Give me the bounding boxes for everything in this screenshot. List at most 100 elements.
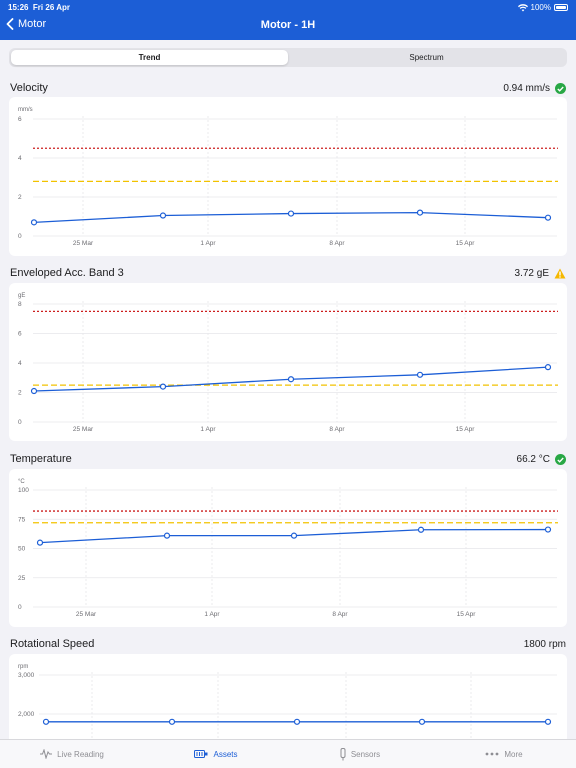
temperature-title: Temperature <box>10 453 72 465</box>
tab-spectrum[interactable]: Spectrum <box>409 53 444 62</box>
tab-live-reading[interactable]: Live Reading <box>0 740 144 768</box>
data-point <box>544 364 552 371</box>
chevron-left-icon <box>6 18 14 30</box>
enveloped-chart-card: gE 8 6 4 2 0 25 Mar 1 Apr 8 Apr 15 Apr <box>9 283 567 441</box>
x-tick-label: 25 Mar <box>73 240 94 247</box>
data-point <box>418 718 426 725</box>
data-point <box>290 532 298 539</box>
x-tick-label: 8 Apr <box>329 426 345 433</box>
temperature-chart-card: °C 100 75 50 25 0 25 Mar 1 Apr 8 Apr 15 Apr <box>9 469 567 627</box>
tab-sensors[interactable]: Sensors <box>288 740 432 768</box>
temperature-chart: °C 100 75 50 25 0 25 Mar 1 Apr 8 Apr 15 Apr <box>18 479 558 618</box>
data-point <box>416 209 424 216</box>
battery-icon <box>554 4 568 11</box>
x-tick-label: 25 Mar <box>76 611 97 618</box>
status-time: 15:26 Fri 26 Apr <box>8 3 70 12</box>
more-dots-icon <box>485 752 499 756</box>
data-point <box>36 539 44 546</box>
data-point <box>287 210 295 217</box>
y-tick-label: 50 <box>18 546 26 553</box>
x-tick-label: 15 Apr <box>456 426 476 433</box>
data-point <box>42 718 50 725</box>
tab-trend[interactable]: Trend <box>11 50 288 65</box>
rotational-chart: rpm 3,000 2,000 <box>18 664 557 744</box>
x-tick-label: 1 Apr <box>204 611 220 618</box>
data-point <box>168 718 176 725</box>
y-tick-label: 4 <box>18 360 22 367</box>
y-tick-label: 0 <box>18 604 22 611</box>
enveloped-title: Enveloped Acc. Band 3 <box>10 267 124 279</box>
tab-sensors-label: Sensors <box>350 749 381 759</box>
velocity-title: Velocity <box>10 82 48 94</box>
data-point <box>163 532 171 539</box>
y-tick-label: 100 <box>18 487 29 494</box>
data-point <box>159 212 167 219</box>
y-tick-label: 8 <box>18 301 22 308</box>
y-tick-label: 3,000 <box>18 672 35 679</box>
tab-assets[interactable]: Assets <box>144 740 288 768</box>
bottom-tab-bar: Live Reading Assets Sensors More <box>0 739 576 768</box>
tab-more[interactable]: More <box>432 740 576 768</box>
velocity-value: 0.94 mm/s <box>503 83 550 94</box>
back-button[interactable]: Motor <box>6 18 46 30</box>
enveloped-value: 3.72 gE <box>514 268 549 279</box>
warning-triangle-icon <box>554 268 566 279</box>
data-point <box>159 383 167 390</box>
data-point <box>544 526 552 533</box>
y-axis-unit: mm/s <box>18 107 33 113</box>
tab-more-label: More <box>504 749 523 759</box>
y-tick-label: 2 <box>18 194 22 201</box>
data-point <box>417 526 425 533</box>
check-circle-icon <box>555 454 566 465</box>
x-tick-label: 15 Apr <box>456 240 476 247</box>
back-label: Motor <box>18 18 47 30</box>
velocity-value-group: 0.94 mm/s <box>503 83 566 94</box>
velocity-chart-card: mm/s 6 4 2 0 25 Mar 1 Apr 8 Apr 15 Apr <box>9 97 567 256</box>
assets-icon <box>194 750 208 758</box>
wifi-icon <box>517 3 528 11</box>
temperature-value-group: 66.2 °C <box>517 454 566 465</box>
data-point <box>287 376 295 383</box>
waveform-icon <box>40 749 53 759</box>
sensor-icon <box>340 747 346 760</box>
enveloped-value-group: 3.72 gE <box>515 268 566 279</box>
y-tick-label: 4 <box>18 155 22 162</box>
data-point <box>544 214 552 221</box>
tab-assets-label: Assets <box>213 749 238 759</box>
data-point <box>30 387 38 395</box>
y-tick-label: 2,000 <box>18 711 35 718</box>
x-tick-label: 8 Apr <box>329 240 345 247</box>
rotational-value: 1800 rpm <box>523 639 566 650</box>
y-tick-label: 25 <box>18 575 26 582</box>
data-point <box>30 219 38 226</box>
y-tick-label: 75 <box>18 516 26 523</box>
x-tick-label: 15 Apr <box>457 611 477 618</box>
view-segmented-control: Trend Spectrum <box>9 48 567 67</box>
y-tick-label: 6 <box>18 331 22 338</box>
y-tick-label: 0 <box>18 233 22 240</box>
x-tick-label: 1 Apr <box>200 240 216 247</box>
temperature-value: 66.2 °C <box>516 454 550 465</box>
y-axis-unit: °C <box>18 479 25 485</box>
battery-percent: 100% <box>530 3 551 12</box>
rotational-title: Rotational Speed <box>10 638 95 650</box>
tab-live-reading-label: Live Reading <box>57 749 104 759</box>
x-tick-label: 8 Apr <box>332 611 348 618</box>
enveloped-chart: gE 8 6 4 2 0 25 Mar 1 Apr 8 Apr 15 Apr <box>18 293 558 433</box>
y-tick-label: 6 <box>18 116 22 123</box>
velocity-chart: mm/s 6 4 2 0 25 Mar 1 Apr 8 Apr 15 Apr <box>18 107 558 247</box>
rotational-chart-card: rpm 3,000 2,000 <box>9 654 567 744</box>
rotational-value-group: 1800 rpm <box>524 639 566 650</box>
data-point <box>293 718 301 725</box>
data-point <box>544 718 552 725</box>
page-title: Motor - 1H <box>260 19 316 31</box>
check-circle-icon <box>555 83 566 94</box>
y-axis-unit: gE <box>18 293 25 299</box>
x-tick-label: 25 Mar <box>73 426 94 433</box>
data-point <box>416 371 424 378</box>
nav-header: 15:26 Fri 26 Apr 100% Motor Motor - 1H <box>0 0 576 40</box>
y-tick-label: 0 <box>18 419 22 426</box>
status-right: 100% <box>517 3 568 12</box>
y-axis-unit: rpm <box>18 664 28 670</box>
x-tick-label: 1 Apr <box>200 426 216 433</box>
